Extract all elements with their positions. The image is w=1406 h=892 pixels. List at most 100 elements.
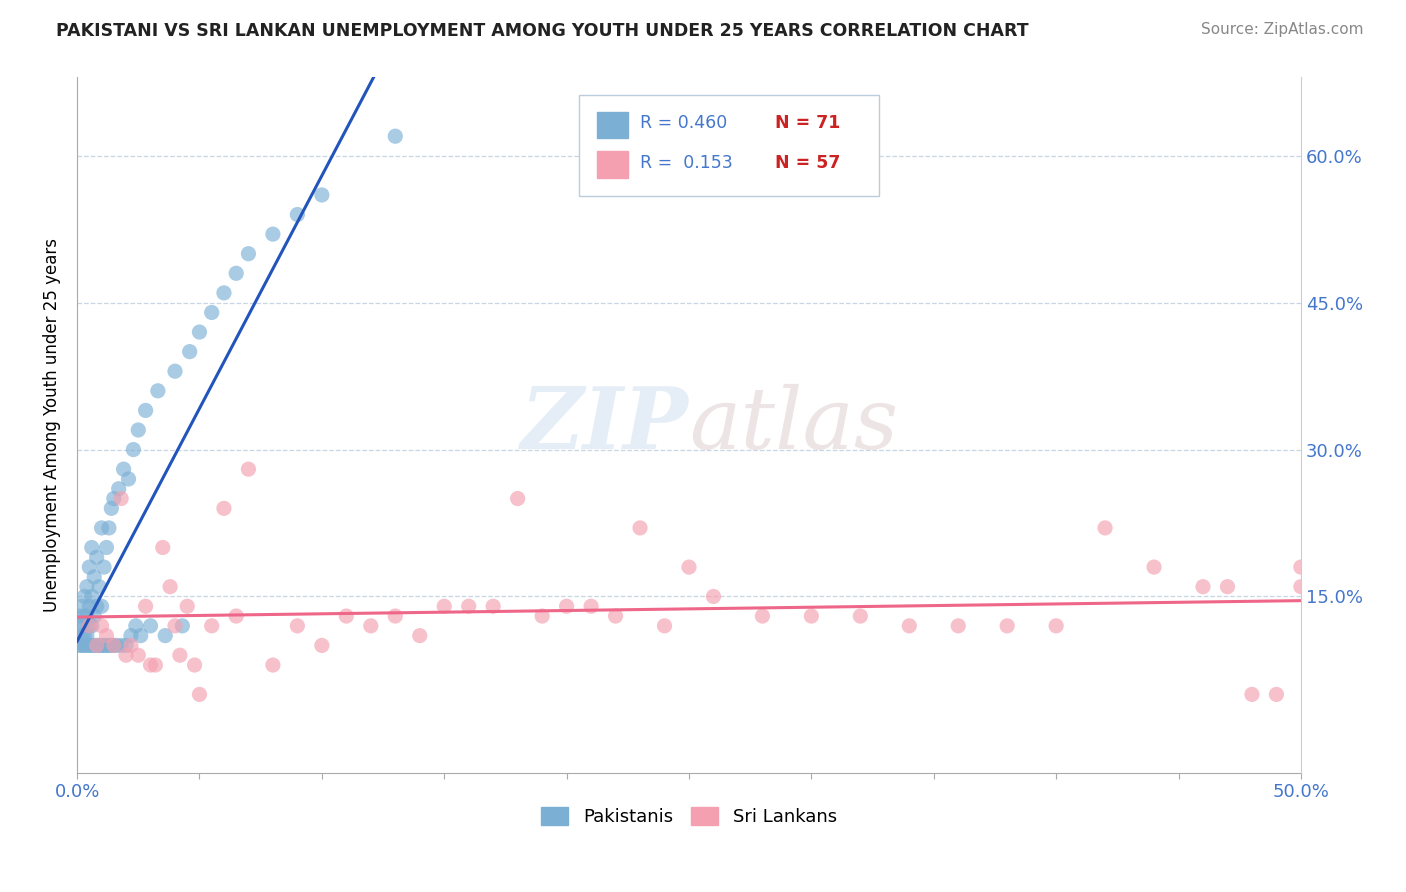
Point [107, 482, 129, 496]
Point [135, 403, 157, 417]
Point [262, 658, 284, 673]
Y-axis label: Unemployment Among Youth under 25 years: Unemployment Among Youth under 25 years [44, 238, 60, 612]
Point [73, 629, 96, 643]
Point [70, 639, 93, 653]
Point [127, 423, 149, 437]
Legend: Pakistanis, Sri Lankans: Pakistanis, Sri Lankans [534, 799, 844, 833]
Point [605, 609, 627, 624]
Point [287, 208, 309, 222]
Point [1265, 687, 1288, 701]
Point [145, 658, 167, 673]
Point [238, 462, 260, 476]
Point [69, 619, 91, 633]
Point [238, 246, 260, 260]
Point [76, 639, 98, 653]
Point [212, 285, 235, 300]
Point [117, 472, 139, 486]
Point [678, 560, 700, 574]
Point [87, 639, 110, 653]
Point [384, 129, 406, 144]
Point [579, 599, 602, 614]
Point [995, 619, 1018, 633]
Bar [598, 112, 628, 138]
Point [1289, 580, 1312, 594]
Point [79, 619, 101, 633]
Point [800, 609, 823, 624]
Text: N = 71: N = 71 [775, 114, 839, 132]
Point [172, 619, 194, 633]
Point [103, 639, 125, 653]
Point [139, 619, 162, 633]
Point [96, 629, 118, 643]
Point [70, 619, 93, 633]
Point [76, 580, 98, 594]
Point [188, 687, 211, 701]
Point [335, 609, 357, 624]
Point [97, 639, 120, 653]
Text: PAKISTANI VS SRI LANKAN UNEMPLOYMENT AMONG YOUTH UNDER 25 YEARS CORRELATION CHAR: PAKISTANI VS SRI LANKAN UNEMPLOYMENT AMO… [56, 22, 1029, 40]
Point [79, 619, 101, 633]
Point [849, 609, 872, 624]
Point [360, 619, 382, 633]
Point [188, 325, 211, 339]
Point [90, 639, 112, 653]
Point [96, 541, 118, 555]
Point [409, 629, 432, 643]
Point [225, 266, 247, 280]
Point [702, 590, 724, 604]
Point [79, 639, 101, 653]
Point [69, 609, 91, 624]
Point [76, 609, 98, 624]
Point [112, 462, 135, 476]
Point [1216, 580, 1239, 594]
Point [80, 619, 103, 633]
Point [457, 599, 479, 614]
Point [73, 639, 96, 653]
Point [654, 619, 676, 633]
Point [115, 648, 138, 663]
Point [86, 599, 108, 614]
Point [86, 639, 108, 653]
Point [1094, 521, 1116, 535]
Point [159, 580, 181, 594]
Point [73, 609, 96, 624]
Point [135, 599, 157, 614]
Point [97, 521, 120, 535]
Point [122, 442, 145, 457]
Bar [598, 151, 628, 178]
Point [86, 639, 108, 653]
Point [76, 629, 98, 643]
Point [120, 629, 142, 643]
Point [115, 639, 138, 653]
Point [83, 570, 105, 584]
Point [100, 639, 122, 653]
Point [482, 599, 505, 614]
Point [152, 541, 174, 555]
Point [311, 639, 333, 653]
Point [110, 491, 132, 506]
Point [90, 619, 112, 633]
Point [83, 639, 105, 653]
Point [86, 550, 108, 565]
Point [90, 599, 112, 614]
Point [201, 305, 224, 319]
Point [120, 639, 142, 653]
Point [183, 658, 205, 673]
Point [179, 344, 201, 359]
Point [212, 501, 235, 516]
Text: R =  0.153: R = 0.153 [640, 154, 733, 172]
Point [83, 609, 105, 624]
Point [110, 639, 132, 653]
Point [93, 560, 115, 574]
Point [100, 501, 122, 516]
Point [69, 639, 91, 653]
Point [105, 639, 128, 653]
Point [80, 541, 103, 555]
Point [139, 658, 162, 673]
Point [1289, 560, 1312, 574]
Point [1045, 619, 1067, 633]
Point [125, 619, 148, 633]
Point [80, 590, 103, 604]
Point [146, 384, 169, 398]
Point [1240, 687, 1263, 701]
